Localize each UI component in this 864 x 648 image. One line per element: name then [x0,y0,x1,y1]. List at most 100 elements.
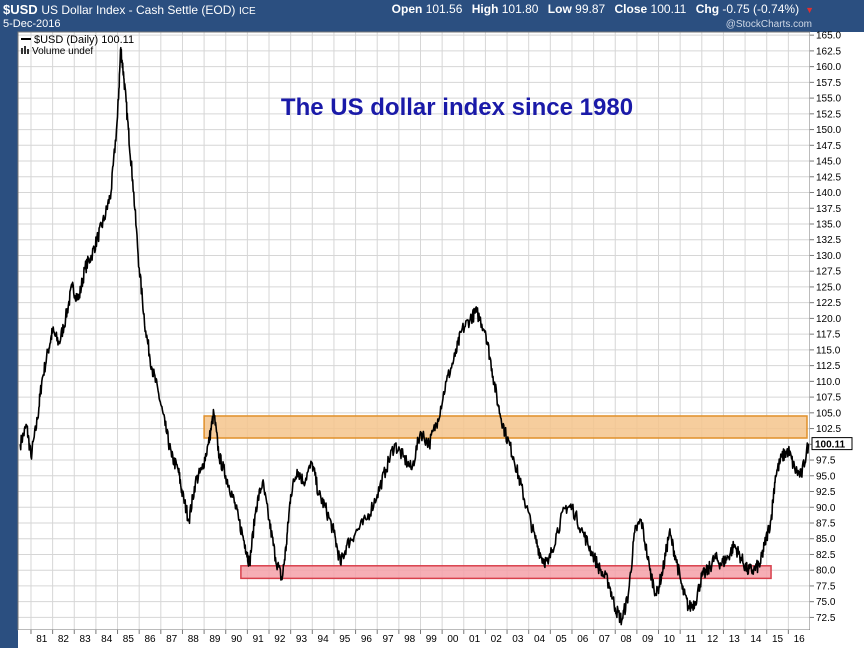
support-band [240,565,772,580]
y-tick-label: 147.5 [816,141,841,152]
x-tick-label: 02 [491,634,503,645]
x-axis-panel [18,630,864,648]
y-tick-label: 117.5 [816,330,841,341]
high-label: High [471,2,499,16]
y-tick-label: 102.5 [816,424,841,435]
x-tick-label: 01 [469,634,481,645]
chart-title: The US dollar index since 1980 [281,94,633,121]
last-value-tag: 100.11 [811,437,853,451]
y-tick-label: 80.0 [816,566,836,577]
brand-watermark: @StockCharts.com [725,19,812,30]
x-tick-label: 14 [750,634,762,645]
x-tick-label: 06 [577,634,589,645]
y-tick-label: 82.5 [816,550,836,561]
x-tick-label: 81 [36,634,48,645]
y-tick-label: 120.0 [816,314,841,325]
legend-volume: Volume undef [32,46,93,57]
x-tick-label: 16 [794,634,806,645]
x-tick-label: 90 [231,634,243,645]
x-tick-label: 99 [426,634,438,645]
y-tick-label: 72.5 [816,613,836,624]
low-value: 99.87 [575,2,606,16]
open-label: Open [391,2,423,16]
y-tick-label: 112.5 [816,361,841,372]
y-tick-label: 155.0 [816,94,841,105]
y-tick-label: 85.0 [816,534,836,545]
exchange: ICE [239,6,256,17]
y-tick-label: 137.5 [816,204,841,215]
x-tick-label: 04 [534,634,546,645]
instrument-name: US Dollar Index - Cash Settle (EOD) [41,3,236,17]
x-tick-label: 95 [339,634,351,645]
legend-series: $USD (Daily) 100.11 [34,34,134,46]
y-tick-label: 110.0 [816,377,841,388]
y-tick-label: 77.5 [816,581,836,592]
y-tick-label: 162.5 [816,46,841,57]
x-tick-label: 13 [729,634,741,645]
x-tick-label: 09 [642,634,654,645]
chart-header: $USD US Dollar Index - Cash Settle (EOD)… [0,0,864,32]
y-axis-panel [810,32,864,630]
x-tick-label: 84 [101,634,113,645]
down-arrow-icon: ▼ [805,5,814,15]
x-tick-label: 85 [123,634,135,645]
quote-summary: Open 101.56 High 101.80 Low 99.87 Close … [392,2,814,16]
x-axis-ticks: 81 82 83 84 85 86 87 88 89 90 91 92 93 94 95 96 97 98 99 00… [30,630,806,645]
plot-area [18,32,810,630]
x-tick-label: 08 [621,634,633,645]
x-tick-label: 82 [58,634,70,645]
volume-bars-icon [21,46,29,54]
x-tick-label: 11 [686,634,697,645]
x-tick-label: 00 [447,634,459,645]
y-tick-label: 127.5 [816,267,841,278]
y-tick-label: 122.5 [816,298,841,309]
close-value: 100.11 [650,2,687,16]
quote-date: 5-Dec-2016 [3,18,61,30]
usd-index-line [19,46,810,626]
y-tick-label: 140.0 [816,188,841,199]
x-tick-label: 88 [188,634,200,645]
chg-label: Chg [695,2,720,16]
x-tick-label: 15 [772,634,784,645]
high-value: 101.80 [501,2,539,16]
x-tick-label: 07 [599,634,611,645]
y-tick-label: 95.0 [816,471,836,482]
y-tick-label: 165.0 [816,31,841,42]
x-tick-label: 05 [556,634,568,645]
x-tick-label: 83 [80,634,92,645]
y-tick-label: 105.0 [816,408,841,419]
x-tick-label: 91 [253,634,265,645]
x-tick-label: 12 [707,634,719,645]
x-tick-label: 87 [166,634,178,645]
y-tick-label: 75.0 [816,597,836,608]
symbol-title: $USD US Dollar Index - Cash Settle (EOD)… [3,2,256,17]
y-tick-label: 87.5 [816,518,836,529]
y-tick-label: 152.5 [816,109,841,120]
series-layer [19,46,810,626]
x-tick-label: 86 [144,634,156,645]
y-tick-label: 150.0 [816,125,841,136]
last-value-label: 100.11 [815,440,845,451]
y-tick-label: 135.0 [816,219,841,230]
chg-value: -0.75 (-0.74%) [722,2,800,16]
x-tick-label: 10 [664,634,676,645]
x-tick-label: 92 [274,634,286,645]
y-tick-label: 160.0 [816,62,841,73]
low-label: Low [547,2,572,16]
x-tick-label: 03 [512,634,524,645]
y-tick-label: 157.5 [816,78,841,89]
x-tick-label: 97 [382,634,394,645]
y-tick-label: 132.5 [816,235,841,246]
y-tick-label: 145.0 [816,157,841,168]
volume-bar-mark [27,49,29,54]
x-tick-label: 98 [404,634,416,645]
y-tick-label: 125.0 [816,282,841,293]
symbol: $USD [3,2,38,17]
y-tick-label: 130.0 [816,251,841,262]
volume-bar-mark [24,46,26,54]
last-value-box [811,437,853,451]
legend: $USD (Daily) 100.11 Volume undef [21,34,134,57]
y-tick-label: 97.5 [816,456,836,467]
y-tick-label: 115.0 [816,345,841,356]
x-tick-label: 96 [361,634,373,645]
